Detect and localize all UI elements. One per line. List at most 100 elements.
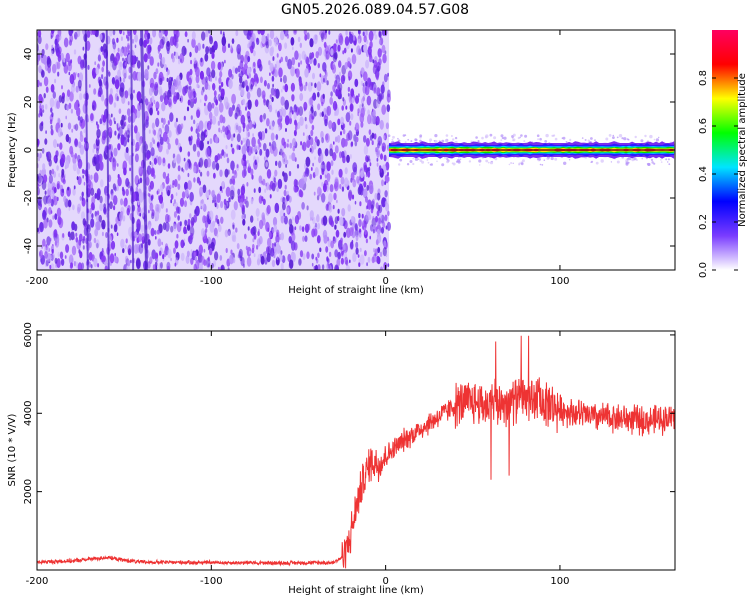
noise-speck (173, 247, 176, 254)
band-speck (608, 134, 612, 137)
noise-speck (128, 75, 131, 80)
noise-speck (367, 170, 371, 178)
noise-speck (277, 178, 283, 189)
noise-speck (183, 226, 187, 235)
noise-speck (147, 192, 150, 197)
noise-speck (98, 214, 102, 223)
noise-speck (350, 88, 355, 97)
noise-speck (299, 225, 302, 231)
noise-speck (275, 160, 278, 166)
noise-speck (217, 266, 220, 270)
noise-speck (184, 219, 188, 226)
noise-speck (368, 166, 371, 172)
noise-speck (211, 102, 215, 109)
noise-speck (177, 206, 181, 214)
noise-speck (372, 109, 376, 117)
noise-speck (313, 142, 317, 150)
y-tick-label: 0 (23, 147, 34, 153)
noise-speck (203, 79, 206, 85)
noise-speck (56, 183, 60, 190)
noise-speck (384, 190, 388, 198)
noise-speck (314, 264, 318, 270)
noise-speck (159, 88, 163, 96)
noise-speck (122, 160, 128, 171)
noise-speck (378, 31, 382, 38)
noise-speck (271, 243, 275, 249)
noise-speck (79, 251, 83, 259)
noise-speck (168, 130, 172, 138)
noise-speck (282, 171, 285, 177)
noise-speck (310, 167, 313, 171)
noise-speck (163, 95, 169, 106)
noise-speck (127, 138, 130, 143)
noise-speck (267, 237, 272, 248)
noise-speck (147, 65, 150, 70)
noise-streak (130, 30, 135, 270)
noise-speck (355, 234, 359, 242)
noise-speck (79, 59, 85, 70)
noise-speck (147, 51, 151, 60)
y-tick-label: 20 (23, 96, 34, 109)
noise-speck (209, 247, 213, 256)
noise-speck (292, 145, 296, 152)
noise-speck (39, 222, 44, 231)
noise-speck (155, 68, 159, 75)
band-speck (668, 163, 671, 166)
noise-speck (363, 145, 369, 156)
noise-speck (96, 188, 101, 197)
noise-speck (73, 49, 77, 55)
band-speck (545, 133, 549, 138)
noise-speck (290, 66, 295, 77)
band-speck (412, 162, 415, 166)
noise-speck (233, 201, 238, 211)
noise-speck (355, 247, 359, 255)
noise-speck (68, 60, 71, 67)
noise-speck (330, 48, 334, 56)
noise-speck (119, 30, 123, 35)
noise-speck (338, 168, 343, 178)
noise-speck (162, 117, 166, 125)
noise-speck (39, 249, 43, 259)
noise-speck (313, 34, 318, 45)
noise-speck (246, 74, 249, 79)
y-tick-label: 2000 (23, 479, 34, 504)
noise-speck (381, 104, 387, 115)
noise-speck (215, 99, 219, 106)
noise-speck (146, 153, 150, 160)
noise-speck (381, 142, 386, 152)
noise-speck (324, 174, 327, 179)
noise-speck (137, 71, 142, 82)
noise-speck (211, 69, 216, 79)
noise-speck (67, 122, 72, 130)
noise-speck (237, 188, 241, 196)
noise-speck (127, 115, 132, 123)
noise-speck (110, 240, 116, 250)
noise-speck (198, 244, 203, 255)
band-speck (478, 159, 482, 163)
noise-speck (311, 52, 315, 59)
noise-speck (385, 225, 388, 230)
noise-speck (320, 130, 324, 139)
noise-speck (314, 156, 316, 160)
band-speck (485, 159, 489, 163)
noise-speck (213, 260, 217, 267)
noise-speck (167, 120, 170, 125)
noise-speck (94, 61, 97, 66)
noise-speck (93, 257, 98, 268)
colorbar-tick-label: 0.4 (698, 166, 709, 182)
band-speck (479, 164, 481, 166)
noise-speck (52, 253, 55, 259)
noise-speck (213, 172, 216, 179)
noise-speck (91, 213, 94, 219)
noise-speck (304, 68, 309, 78)
noise-speck (120, 36, 123, 41)
noise-speck (310, 217, 312, 221)
band-speck (445, 134, 449, 137)
noise-speck (63, 37, 69, 48)
noise-speck (344, 139, 348, 147)
band-speck (590, 137, 593, 140)
noise-speck (242, 122, 246, 129)
noise-speck (77, 115, 81, 121)
band-speck (587, 139, 590, 142)
noise-speck (223, 38, 226, 43)
